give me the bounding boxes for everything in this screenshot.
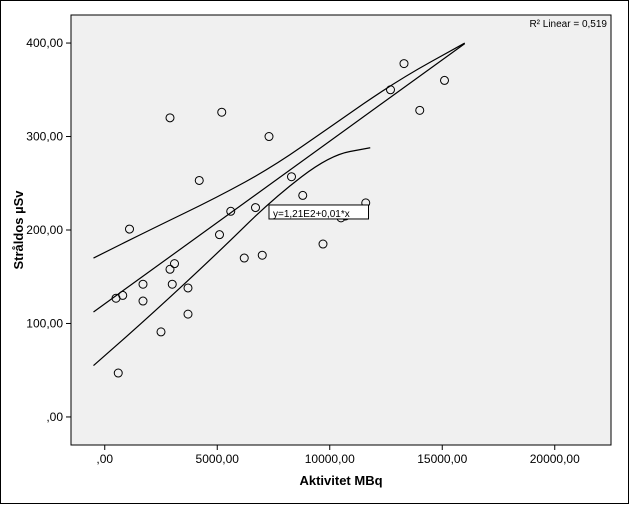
x-tick-label: 5000,00: [196, 452, 240, 466]
y-tick-label: 100,00: [26, 316, 63, 330]
y-tick-label: ,00: [46, 410, 63, 424]
y-tick-label: 400,00: [26, 36, 63, 50]
y-tick-label: 300,00: [26, 130, 63, 144]
plot-area: [71, 15, 611, 445]
x-tick-label: ,00: [96, 452, 113, 466]
x-tick-label: 20000,00: [530, 452, 580, 466]
equation-annotation-text: y=1,21E2+0,01*x: [273, 209, 350, 220]
x-axis-title: Aktivitet MBq: [299, 473, 382, 488]
y-tick-label: 200,00: [26, 223, 63, 237]
chart-frame: ,00 5000,00 10000,00 15000,00 20000,00 ,00 100…: [0, 0, 629, 504]
r-squared-label: R² Linear = 0,519: [529, 19, 607, 30]
scatter-chart: ,00 5000,00 10000,00 15000,00 20000,00 ,00 100…: [1, 1, 629, 505]
x-tick-label: 10000,00: [305, 452, 355, 466]
y-axis-title: Stråldos µSv: [11, 190, 26, 270]
x-tick-label: 15000,00: [417, 452, 467, 466]
